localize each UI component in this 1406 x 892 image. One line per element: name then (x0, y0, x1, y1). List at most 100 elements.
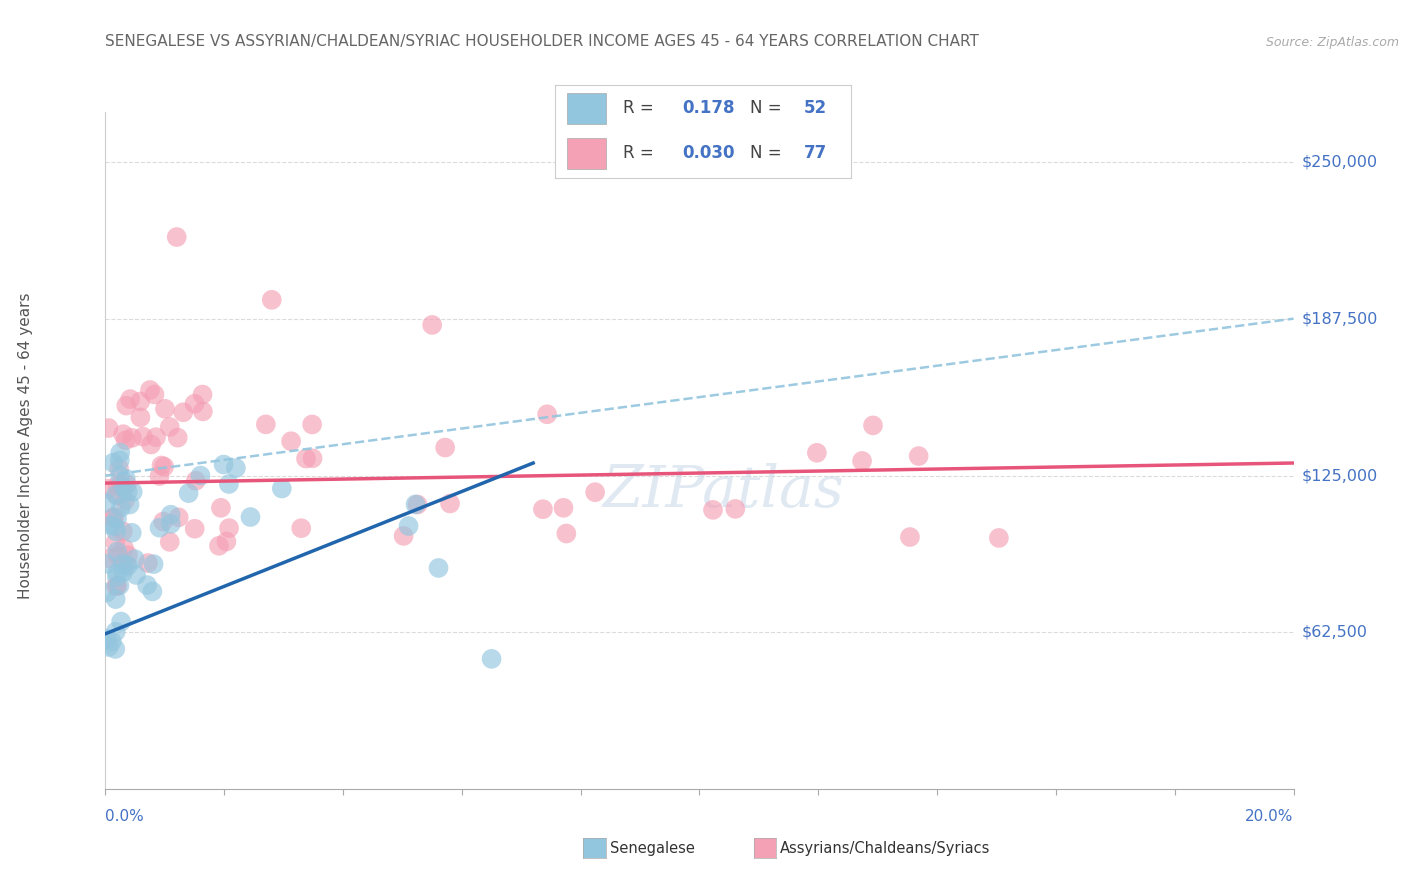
Point (105, 544, 128, 558)
Point (105, 511, 128, 525)
Point (115, 399, 138, 413)
Point (152, 515, 174, 529)
Point (183, 397, 205, 411)
FancyBboxPatch shape (567, 138, 606, 169)
Point (907, 449, 929, 463)
Point (153, 401, 176, 416)
Point (97, 482, 120, 496)
Point (212, 458, 235, 472)
Point (806, 446, 828, 460)
Point (117, 548, 139, 562)
Point (724, 502, 747, 516)
Point (105, 579, 128, 593)
Point (124, 552, 146, 566)
Point (209, 500, 232, 515)
Point (101, 456, 124, 470)
Text: Assyrians/Chaldeans/Syriacs: Assyrians/Chaldeans/Syriacs (780, 841, 991, 855)
Text: Householder Income Ages 45 - 64 years: Householder Income Ages 45 - 64 years (18, 293, 32, 599)
Point (142, 557, 165, 571)
Text: $250,000: $250,000 (1302, 154, 1378, 169)
Point (111, 524, 134, 539)
Point (148, 521, 170, 535)
Point (183, 522, 205, 536)
Point (105, 524, 128, 539)
Point (191, 404, 214, 418)
Text: N =: N = (751, 145, 787, 162)
Point (129, 394, 152, 409)
Text: Senegalese: Senegalese (610, 841, 695, 855)
Point (141, 584, 163, 599)
Point (218, 477, 240, 491)
Point (159, 508, 181, 522)
Point (166, 431, 188, 445)
Point (94, 496, 117, 510)
Point (104, 642, 127, 657)
Point (98, 551, 121, 566)
Point (139, 437, 162, 451)
Point (225, 461, 247, 475)
Point (239, 510, 262, 524)
Point (215, 534, 238, 549)
Point (177, 486, 200, 500)
Point (191, 387, 214, 401)
Point (104, 624, 127, 639)
Text: $187,500: $187,500 (1302, 311, 1378, 326)
Point (121, 431, 143, 445)
Point (553, 500, 575, 515)
Point (107, 478, 129, 492)
Point (439, 496, 461, 510)
Point (434, 441, 457, 455)
Point (101, 511, 124, 525)
Point (172, 405, 194, 419)
Point (851, 454, 873, 468)
Text: 0.178: 0.178 (682, 99, 735, 117)
Point (295, 451, 318, 466)
Point (110, 615, 132, 629)
Point (160, 516, 183, 531)
Point (108, 578, 131, 592)
Point (153, 459, 176, 474)
Text: N =: N = (751, 99, 787, 117)
Point (108, 468, 131, 483)
Point (115, 477, 138, 491)
Point (150, 458, 173, 473)
Point (125, 568, 148, 582)
Point (898, 530, 921, 544)
Point (110, 500, 132, 515)
Point (121, 484, 143, 499)
Text: ZIPatlas: ZIPatlas (602, 463, 844, 519)
Point (108, 461, 131, 475)
Text: 20.0%: 20.0% (1246, 809, 1294, 823)
Point (97, 421, 120, 435)
Point (139, 383, 162, 397)
Point (120, 392, 142, 406)
Text: SENEGALESE VS ASSYRIAN/CHALDEAN/SYRIAC HOUSEHOLDER INCOME AGES 45 - 64 YEARS COR: SENEGALESE VS ASSYRIAN/CHALDEAN/SYRIAC H… (105, 34, 980, 49)
Point (118, 498, 141, 512)
Point (101, 634, 124, 648)
Text: R =: R = (623, 99, 659, 117)
Point (104, 519, 127, 533)
Point (112, 481, 135, 495)
Point (115, 558, 138, 572)
Point (121, 525, 143, 540)
Point (531, 502, 554, 516)
Point (290, 521, 312, 535)
Point (143, 387, 166, 401)
Point (96, 557, 118, 571)
Point (104, 535, 127, 549)
Point (190, 468, 212, 483)
Point (112, 427, 135, 442)
Point (110, 445, 132, 459)
Point (481, 652, 503, 666)
Text: Source: ZipAtlas.com: Source: ZipAtlas.com (1265, 36, 1399, 49)
Point (107, 549, 129, 563)
Point (136, 578, 159, 592)
Point (105, 579, 128, 593)
Point (105, 570, 128, 584)
Point (108, 453, 131, 467)
Point (420, 318, 443, 332)
Point (132, 430, 155, 444)
Point (114, 472, 136, 486)
Point (129, 410, 152, 425)
Point (145, 430, 167, 444)
